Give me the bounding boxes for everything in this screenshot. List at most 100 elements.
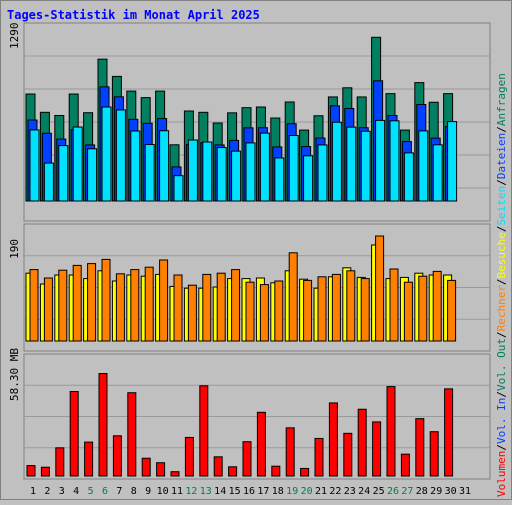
bar-rechner: [87, 263, 97, 342]
bar-seiten: [202, 141, 213, 202]
bar-seiten: [389, 120, 400, 202]
legend-sep: /: [495, 391, 508, 398]
legend-vol-in: Vol. In: [495, 398, 508, 444]
x-tick-label: 31: [459, 486, 471, 497]
bar-volumen: [285, 427, 295, 477]
legend-sep: /: [495, 444, 508, 451]
bar-seiten: [432, 144, 443, 202]
x-tick-label: 3: [59, 486, 65, 497]
bar-seiten: [259, 132, 270, 202]
x-tick-label: 24: [358, 486, 370, 497]
bar-seiten: [274, 157, 285, 202]
bar-seiten: [144, 144, 155, 202]
bar-volumen: [386, 386, 396, 477]
bar-rechner: [360, 278, 370, 342]
bar-seiten: [231, 150, 242, 202]
bar-seiten: [58, 145, 69, 202]
legend-sep: /: [495, 331, 508, 338]
bar-rechner: [432, 270, 442, 342]
bar-seiten: [418, 130, 429, 202]
x-tick-label: 29: [430, 486, 442, 497]
bar-rechner: [346, 270, 356, 342]
top-max-label: 1290: [8, 23, 21, 50]
bar-seiten: [87, 148, 98, 202]
x-tick-label: 17: [257, 486, 269, 497]
bar-volumen: [112, 435, 122, 477]
bar-rechner: [173, 274, 183, 342]
bar-rechner: [418, 275, 428, 342]
bar-volumen: [170, 471, 180, 477]
x-axis-labels: 1 2 3 4 5 6 7 8 9 10 11 12 13 14 15 16 17 18 19 20 21 22 23 24 2…: [30, 486, 471, 497]
bar-volumen: [55, 447, 65, 477]
bar-seiten: [115, 109, 126, 202]
legend-dateien: Dateien: [495, 133, 508, 179]
bar-rechner: [274, 280, 284, 342]
legend-vol-out: Vol. Out: [495, 338, 508, 391]
bar-seiten: [72, 126, 83, 202]
bar-rechner: [187, 284, 197, 342]
x-tick-label: 20: [301, 486, 313, 497]
bar-volumen: [228, 466, 238, 477]
x-tick-label: 13: [200, 486, 212, 497]
x-tick-label: 23: [344, 486, 356, 497]
bar-volumen: [84, 441, 94, 477]
bar-seiten: [245, 142, 256, 202]
bar-rechner: [58, 269, 68, 342]
bar-seiten: [216, 147, 227, 202]
bar-seiten: [173, 175, 184, 202]
x-tick-label: 11: [171, 486, 183, 497]
bar-rechner: [245, 281, 255, 342]
bar-rechner: [144, 266, 154, 342]
bar-volumen: [242, 441, 252, 477]
middle-max-label: 190: [8, 239, 21, 259]
bar-volumen: [300, 467, 310, 477]
bar-rechner: [317, 276, 327, 342]
x-tick-label: 10: [157, 486, 169, 497]
bar-rechner: [331, 273, 341, 342]
bar-volumen: [357, 408, 367, 477]
legend-sep: /: [495, 179, 508, 186]
x-tick-label: 21: [315, 486, 327, 497]
legend-anfragen: Anfragen: [495, 73, 508, 126]
bar-volumen: [213, 456, 223, 477]
bar-seiten: [346, 126, 357, 202]
bar-volumen: [26, 465, 36, 477]
x-tick-label: 16: [243, 486, 255, 497]
x-tick-label: 7: [116, 486, 122, 497]
x-tick-label: 30: [445, 486, 457, 497]
legend-volumen: Volumen: [495, 451, 508, 497]
bar-rechner: [288, 252, 298, 342]
bar-volumen: [343, 432, 353, 477]
bar-volumen: [156, 462, 166, 477]
bar-volumen: [400, 453, 410, 477]
bar-volumen: [199, 385, 209, 477]
bar-rechner: [202, 273, 212, 342]
x-tick-label: 15: [229, 486, 241, 497]
bar-rechner: [29, 269, 39, 342]
x-tick-label: 26: [387, 486, 399, 497]
bar-rechner: [43, 277, 53, 342]
bar-volumen: [141, 457, 151, 477]
middle-bars: [25, 235, 457, 342]
bar-rechner: [259, 284, 269, 342]
legend-besuche: Besuche: [495, 232, 508, 278]
x-tick-label: 28: [416, 486, 428, 497]
bar-volumen: [415, 418, 425, 477]
bar-seiten: [360, 130, 371, 202]
bar-rechner: [130, 269, 140, 342]
bar-volumen: [98, 373, 108, 477]
legend-sep: /: [495, 126, 508, 133]
x-tick-label: 19: [286, 486, 298, 497]
bar-volumen: [271, 465, 281, 477]
bar-volumen: [256, 411, 266, 477]
bar-seiten: [331, 121, 342, 202]
bar-seiten: [403, 152, 414, 202]
x-tick-label: 14: [214, 486, 226, 497]
bar-seiten: [29, 129, 40, 202]
bar-volumen: [372, 421, 382, 477]
bar-rechner: [231, 269, 241, 342]
x-tick-label: 22: [329, 486, 341, 497]
x-tick-label: 27: [401, 486, 413, 497]
